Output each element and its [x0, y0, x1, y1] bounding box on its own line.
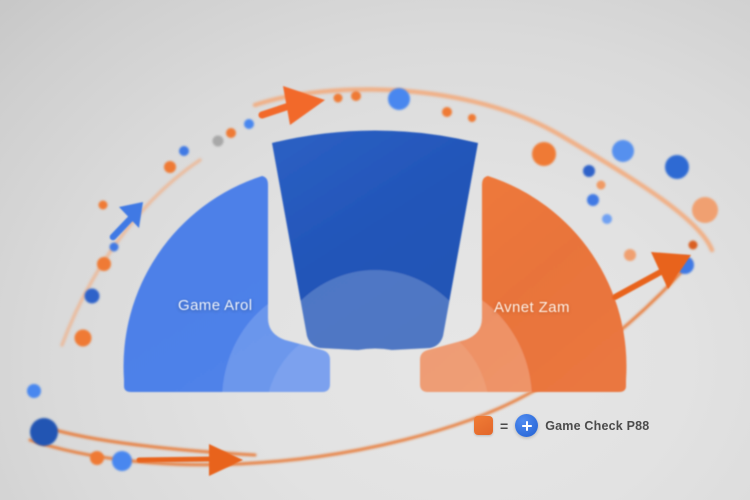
decor-arrows [109, 86, 691, 476]
dot-orange-upper [226, 128, 236, 138]
dot-gray-upper [212, 135, 224, 147]
dot-orange-top-small-3 [442, 107, 452, 117]
dot-orange-right-small [596, 180, 606, 190]
dot-blue-right-5 [602, 214, 612, 224]
decor-dots [27, 88, 718, 471]
orange-square-icon [474, 416, 493, 435]
dot-blue-bottom-1 [112, 451, 132, 471]
legend-label: Game Check P88 [545, 418, 650, 433]
dot-orange-bottom-1 [90, 451, 104, 465]
arrow-bottom-right-orange-icon [136, 444, 243, 476]
dot-blue-right-2 [665, 155, 689, 179]
dot-blue-upper-right-1 [179, 146, 189, 156]
blue-plus-badge-icon [515, 414, 539, 437]
dot-orange-right-big [532, 142, 556, 166]
dot-orange-left-mid [164, 161, 176, 173]
pie-slice-right[interactable] [308, 176, 627, 500]
pie-slice-left[interactable] [123, 176, 442, 500]
dot-orange-right-big-2 [692, 197, 718, 223]
dot-blue-right-4 [587, 194, 599, 206]
dot-orange-top-small-1 [333, 93, 343, 103]
dot-orange-top-small-4 [468, 114, 476, 122]
pie-slice-center[interactable] [260, 130, 490, 500]
dot-blue-bottom-left-1 [27, 384, 41, 398]
dot-blue-left-2 [84, 288, 100, 304]
dot-blue-left-1 [109, 242, 119, 252]
dot-orange-top-small-2 [351, 91, 361, 101]
dot-orange-left-2 [97, 257, 111, 271]
dot-orange-left-1 [98, 200, 108, 210]
dot-blue-bottom-left-2 [30, 418, 58, 446]
legend[interactable]: = Game Check P88 [474, 414, 649, 437]
equals-sign: = [500, 417, 509, 434]
dot-blue-upper-2 [244, 119, 254, 129]
dot-blue-right-1 [612, 140, 634, 162]
pie-chart [123, 130, 627, 500]
dot-orange-right-low [688, 240, 698, 250]
arrow-left-up-blue-icon [109, 202, 143, 241]
dot-orange-left-3 [74, 329, 92, 347]
arrow-right-up-orange-icon [612, 252, 691, 300]
arrow-top-right-orange-icon [258, 86, 325, 125]
dot-blue-top-large [388, 88, 410, 110]
dot-orange-right-7 [624, 249, 636, 261]
dot-blue-right-3 [583, 165, 595, 177]
